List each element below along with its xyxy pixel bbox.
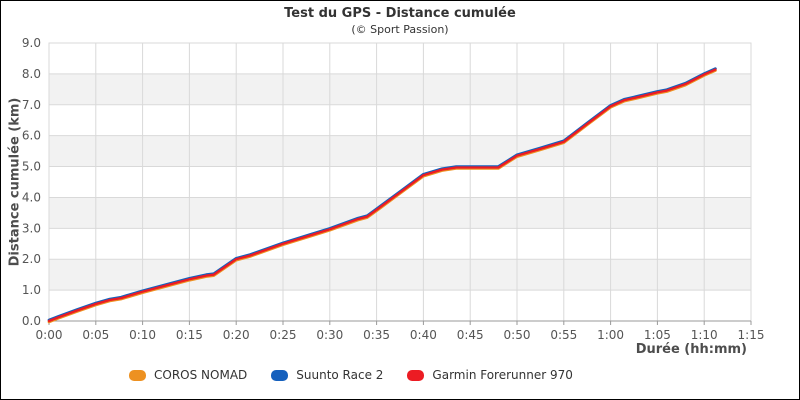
plot-band [49,197,751,229]
y-tick-label: 5.0 [22,160,41,174]
y-tick-label: 1.0 [22,283,41,297]
x-tick-label: 0:40 [410,328,437,342]
legend-item-suunto-race-2: Suunto Race 2 [271,368,383,382]
chart-title: Test du GPS - Distance cumulée [284,6,516,21]
x-tick-label: 0:00 [36,328,63,342]
y-tick-label: 7.0 [22,98,41,112]
y-tick-label: 2.0 [22,252,41,266]
x-tick-label: 0:30 [316,328,343,342]
y-tick-label: 3.0 [22,221,41,235]
y-tick-label: 0.0 [22,314,41,328]
x-tick-label: 0:50 [504,328,531,342]
y-axis-title: Distance cumulée (km) [7,97,23,267]
x-tick-label: 1:05 [644,328,671,342]
legend-label: Garmin Forerunner 970 [432,368,573,382]
x-tick-label: 0:35 [363,328,390,342]
legend-label: COROS NOMAD [154,368,248,382]
series-line-garmin-forerunner-970 [47,68,717,323]
x-tick-label: 0:20 [223,328,250,342]
y-tick-label: 8.0 [22,67,41,81]
legend-swatch-blue-icon [271,369,289,381]
plot-band [49,73,751,105]
legend-swatch-red-icon [407,369,425,381]
y-tick-label: 4.0 [22,190,41,204]
x-tick-label: 0:55 [550,328,577,342]
y-tick-label: 9.0 [22,36,41,50]
x-axis-title: Durée (hh:mm) [635,342,747,357]
x-tick-label: 1:00 [597,328,624,342]
legend-label: Suunto Race 2 [296,368,384,382]
x-tick-label: 0:05 [82,328,109,342]
legend-item-garmin-forerunner-970: Garmin Forerunner 970 [407,368,573,382]
chart-subtitle: (© Sport Passion) [351,23,449,36]
legend-swatch-orange-icon [129,369,146,381]
x-tick-label: 0:15 [176,328,203,342]
x-tick-label: 1:15 [738,328,765,342]
legend: COROS NOMAD Suunto Race 2 Garmin Forerun… [129,368,573,382]
x-tick-label: 0:25 [270,328,297,342]
legend-item-coros-nomad: COROS NOMAD [129,368,247,382]
plot-band [49,259,751,291]
plot-band [49,135,751,167]
y-tick-label: 6.0 [22,129,41,143]
x-tick-label: 0:45 [457,328,484,342]
x-tick-label: 0:10 [129,328,156,342]
x-tick-label: 1:10 [691,328,718,342]
